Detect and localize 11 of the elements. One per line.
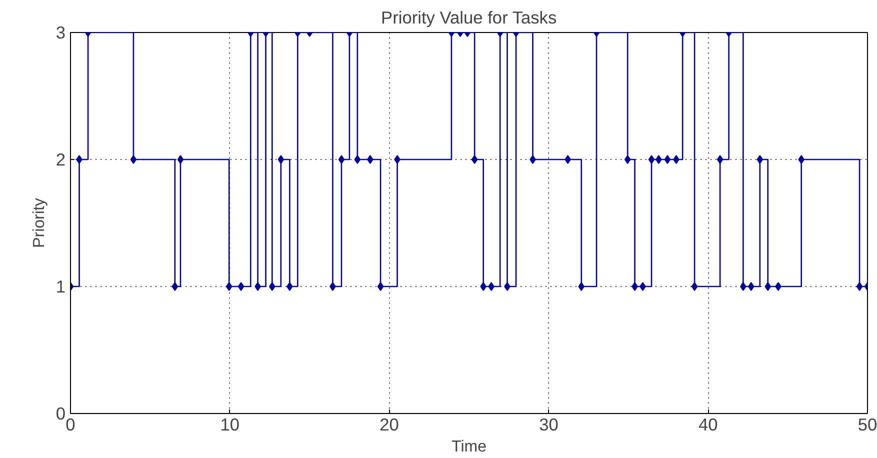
chart-title: Priority Value for Tasks [381,8,557,28]
x-axis-title: Time [452,438,487,456]
x-tick-label: 30 [539,414,558,434]
y-tick-label: 3 [56,22,66,42]
y-tick-label: 2 [56,150,66,170]
x-tick-label: 50 [858,414,877,434]
x-tick-label: 20 [380,414,399,434]
x-tick-label: 40 [698,414,718,434]
y-axis-title: Priority [30,198,48,248]
y-tick-label: 1 [56,276,66,296]
x-tick-label: 10 [220,414,240,434]
